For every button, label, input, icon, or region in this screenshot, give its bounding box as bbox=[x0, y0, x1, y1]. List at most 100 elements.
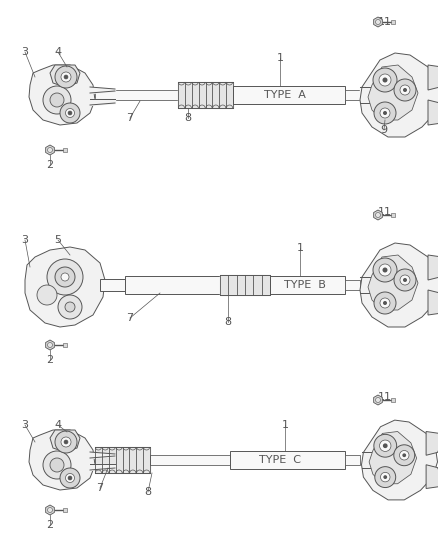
Polygon shape bbox=[428, 255, 438, 280]
Bar bbox=[391, 213, 395, 217]
Polygon shape bbox=[368, 255, 418, 310]
Text: 5: 5 bbox=[54, 235, 61, 245]
Circle shape bbox=[375, 20, 381, 25]
Bar bbox=[125, 276, 220, 294]
Bar bbox=[63, 148, 67, 152]
Circle shape bbox=[43, 451, 71, 479]
Text: 3: 3 bbox=[21, 235, 28, 245]
Polygon shape bbox=[428, 290, 438, 315]
Circle shape bbox=[375, 213, 381, 217]
Circle shape bbox=[68, 476, 72, 480]
Bar bbox=[391, 20, 395, 24]
Polygon shape bbox=[368, 65, 418, 120]
Polygon shape bbox=[46, 505, 54, 515]
Bar bbox=[345, 280, 360, 290]
Polygon shape bbox=[50, 65, 80, 87]
Circle shape bbox=[403, 278, 407, 282]
Text: 9: 9 bbox=[381, 125, 388, 135]
Text: 4: 4 bbox=[54, 47, 62, 57]
Polygon shape bbox=[374, 395, 382, 405]
Text: 1: 1 bbox=[276, 53, 283, 63]
Circle shape bbox=[64, 75, 68, 79]
Polygon shape bbox=[369, 432, 417, 484]
Text: 2: 2 bbox=[46, 160, 53, 170]
Circle shape bbox=[375, 467, 396, 488]
Circle shape bbox=[374, 102, 396, 124]
Polygon shape bbox=[361, 420, 438, 500]
Circle shape bbox=[383, 475, 387, 479]
Text: 7: 7 bbox=[96, 483, 103, 493]
Bar bbox=[63, 508, 67, 512]
Text: TYPE  C: TYPE C bbox=[259, 455, 301, 465]
Circle shape bbox=[68, 111, 72, 115]
Bar bbox=[345, 90, 365, 100]
Text: TYPE  A: TYPE A bbox=[264, 90, 306, 100]
Polygon shape bbox=[360, 243, 438, 327]
Text: 7: 7 bbox=[127, 113, 134, 123]
Polygon shape bbox=[426, 465, 438, 489]
Circle shape bbox=[379, 264, 391, 276]
Circle shape bbox=[50, 458, 64, 472]
Text: 11: 11 bbox=[378, 17, 392, 27]
Text: 1: 1 bbox=[297, 243, 304, 253]
Text: 3: 3 bbox=[21, 47, 28, 57]
Circle shape bbox=[394, 269, 416, 291]
Polygon shape bbox=[374, 17, 382, 27]
Circle shape bbox=[394, 79, 416, 101]
Circle shape bbox=[383, 301, 387, 305]
Circle shape bbox=[380, 440, 391, 451]
Circle shape bbox=[373, 68, 397, 92]
Polygon shape bbox=[25, 247, 105, 327]
Circle shape bbox=[65, 302, 75, 312]
Circle shape bbox=[373, 258, 397, 282]
Text: 11: 11 bbox=[378, 207, 392, 217]
Text: 3: 3 bbox=[21, 420, 28, 430]
Circle shape bbox=[400, 85, 410, 95]
Circle shape bbox=[60, 103, 80, 123]
Circle shape bbox=[375, 398, 381, 402]
Circle shape bbox=[43, 86, 71, 114]
Circle shape bbox=[50, 93, 64, 107]
Bar bbox=[233, 86, 345, 104]
Circle shape bbox=[403, 454, 406, 457]
Polygon shape bbox=[46, 340, 54, 350]
Circle shape bbox=[60, 468, 80, 488]
Circle shape bbox=[58, 295, 82, 319]
Circle shape bbox=[61, 437, 71, 447]
Text: 4: 4 bbox=[54, 420, 62, 430]
Circle shape bbox=[374, 434, 397, 457]
Polygon shape bbox=[46, 145, 54, 155]
Circle shape bbox=[47, 507, 53, 513]
Polygon shape bbox=[426, 432, 438, 455]
Bar bbox=[391, 398, 395, 402]
Polygon shape bbox=[428, 100, 438, 125]
Circle shape bbox=[380, 298, 390, 308]
Circle shape bbox=[374, 292, 396, 314]
Bar bbox=[100, 279, 125, 291]
Polygon shape bbox=[29, 65, 95, 125]
Circle shape bbox=[55, 431, 77, 453]
Circle shape bbox=[47, 259, 83, 295]
Circle shape bbox=[55, 66, 77, 88]
Text: 8: 8 bbox=[184, 113, 191, 123]
Bar bbox=[345, 455, 360, 465]
Circle shape bbox=[382, 77, 388, 83]
Polygon shape bbox=[428, 65, 438, 90]
Bar bbox=[150, 455, 230, 465]
Text: 7: 7 bbox=[127, 313, 134, 323]
Circle shape bbox=[382, 268, 388, 272]
Circle shape bbox=[47, 148, 53, 152]
Circle shape bbox=[379, 74, 391, 86]
Text: 8: 8 bbox=[224, 317, 232, 327]
Circle shape bbox=[403, 88, 407, 92]
Polygon shape bbox=[374, 210, 382, 220]
Bar bbox=[230, 451, 345, 469]
Bar bbox=[63, 343, 67, 347]
Circle shape bbox=[383, 443, 388, 448]
Text: 2: 2 bbox=[46, 520, 53, 530]
Circle shape bbox=[394, 445, 415, 466]
Text: 1: 1 bbox=[282, 420, 289, 430]
Circle shape bbox=[383, 111, 387, 115]
Polygon shape bbox=[29, 430, 95, 490]
Bar bbox=[95, 90, 178, 100]
